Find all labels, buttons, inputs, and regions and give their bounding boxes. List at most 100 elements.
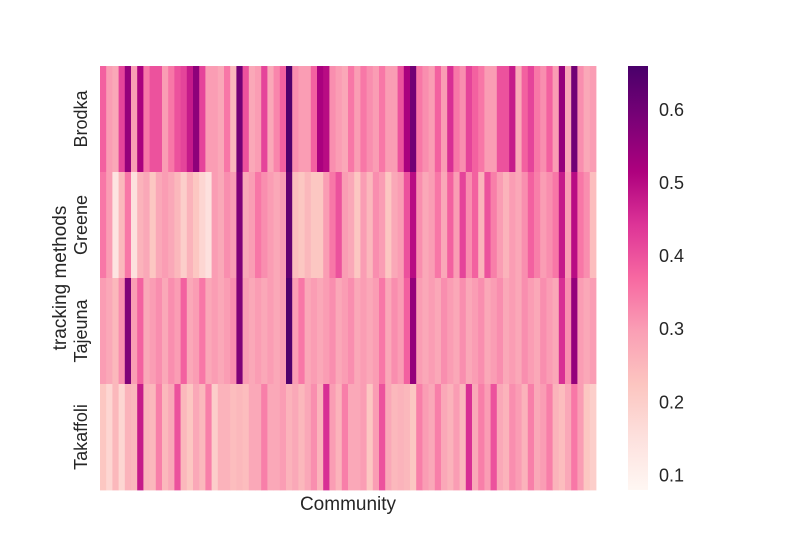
heatmap-cell <box>310 172 318 279</box>
heatmap-cell <box>180 278 188 385</box>
heatmap-cell <box>118 384 126 491</box>
heatmap-cell <box>279 384 287 491</box>
heatmap-cell <box>583 172 591 279</box>
heatmap-cell <box>397 66 405 173</box>
heatmap-cell <box>174 278 181 385</box>
heatmap-cell <box>267 384 274 491</box>
heatmap-cell <box>348 172 355 279</box>
heatmap-cell <box>509 278 516 385</box>
heatmap-cell <box>317 172 324 279</box>
heatmap-cell <box>472 384 479 491</box>
heatmap-cell <box>155 172 163 279</box>
heatmap-cell <box>453 66 460 173</box>
row-label-tajeuna: Tajeuna <box>71 298 91 362</box>
heatmap-cell <box>410 172 417 279</box>
heatmap-cell <box>366 172 374 279</box>
heatmap-cell <box>565 66 572 173</box>
heatmap-cell <box>298 384 305 491</box>
heatmap-cell <box>230 384 237 491</box>
heatmap-cell <box>261 278 268 385</box>
heatmap-cell <box>385 278 392 385</box>
heatmap-cell <box>465 278 473 385</box>
heatmap-cell <box>224 278 231 385</box>
heatmap-cell <box>217 66 225 173</box>
heatmap-cell <box>310 278 318 385</box>
heatmap-cell <box>397 278 405 385</box>
heatmap-cell <box>558 172 566 279</box>
heatmap-cell <box>453 384 460 491</box>
heatmap-cell <box>149 278 157 385</box>
heatmap-cell <box>112 66 119 173</box>
heatmap-cell <box>447 278 454 385</box>
heatmap-cell <box>552 172 560 279</box>
heatmap-cell <box>329 66 336 173</box>
heatmap-cell <box>193 66 200 173</box>
heatmap-cell <box>155 278 163 385</box>
heatmap-cell <box>515 384 522 491</box>
heatmap-cell <box>515 278 522 385</box>
heatmap-cell <box>329 384 336 491</box>
heatmap-cell <box>441 66 448 173</box>
heatmap-cell <box>143 66 150 173</box>
heatmap-cell <box>335 66 343 173</box>
heatmap-cell <box>329 172 336 279</box>
heatmap-cell <box>403 66 411 173</box>
heatmap-cell <box>168 172 175 279</box>
heatmap-cell <box>304 384 312 491</box>
heatmap-cell <box>428 66 436 173</box>
y-axis-title: tracking methods <box>50 206 71 351</box>
heatmap-cell <box>162 384 169 491</box>
heatmap-cell <box>490 278 498 385</box>
heatmap-cell <box>540 172 547 279</box>
heatmap-cell <box>193 278 200 385</box>
heatmap-cell <box>292 278 299 385</box>
heatmap-cell <box>248 384 256 491</box>
heatmap-cell <box>236 278 243 385</box>
heatmap-cell <box>484 172 491 279</box>
heatmap-cell <box>137 278 144 385</box>
heatmap-cell <box>174 384 181 491</box>
heatmap-cell <box>577 278 584 385</box>
heatmap-cell <box>329 278 336 385</box>
heatmap-cell <box>149 384 157 491</box>
heatmap-cell <box>428 278 436 385</box>
heatmap-cell <box>366 384 374 491</box>
heatmap-cell <box>583 384 591 491</box>
heatmap-cell <box>292 66 299 173</box>
heatmap-cell <box>521 384 529 491</box>
colorbar-tick-label: 0.5 <box>659 173 684 193</box>
heatmap-cell <box>124 172 132 279</box>
heatmap-cell <box>478 66 485 173</box>
heatmap-cell <box>242 172 250 279</box>
heatmap-cell <box>484 384 491 491</box>
heatmap-cell <box>279 172 287 279</box>
heatmap-cell <box>118 172 126 279</box>
heatmap-cell <box>496 384 504 491</box>
heatmap-cell <box>422 172 429 279</box>
heatmap-cell <box>186 66 194 173</box>
colorbar <box>628 66 648 490</box>
heatmap-cell <box>255 66 262 173</box>
heatmap-cell <box>255 278 262 385</box>
heatmap-cell <box>385 66 392 173</box>
heatmap-cell <box>552 384 560 491</box>
heatmap-cell <box>143 172 150 279</box>
colorbar-tick-label: 0.6 <box>659 100 684 120</box>
heatmap-cell <box>137 66 144 173</box>
heatmap-cell <box>261 172 268 279</box>
heatmap-cell <box>317 278 324 385</box>
heatmap-cell <box>199 172 206 279</box>
heatmap-cell <box>478 278 485 385</box>
heatmap-cell <box>100 66 107 173</box>
heatmap-cell <box>366 66 374 173</box>
heatmap-cell <box>558 278 566 385</box>
heatmap-cell <box>211 172 219 279</box>
heatmap-cell <box>180 172 188 279</box>
heatmap-cell <box>248 278 256 385</box>
heatmap-cell <box>441 172 448 279</box>
heatmap-cell <box>224 66 231 173</box>
heatmap-cell <box>403 278 411 385</box>
heatmap-cell <box>453 172 460 279</box>
heatmap-cell <box>100 172 107 279</box>
heatmap-cell <box>112 172 119 279</box>
